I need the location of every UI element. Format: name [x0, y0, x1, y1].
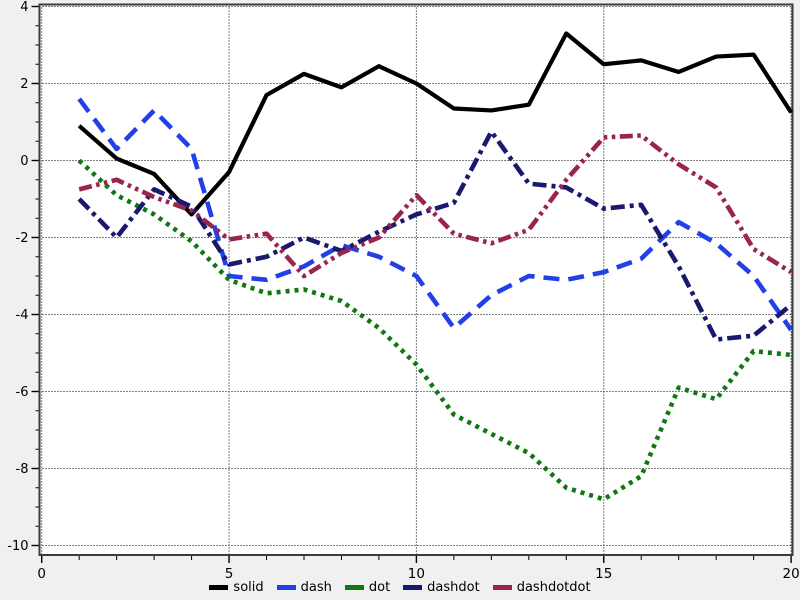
x-tick-label: 0 [37, 566, 46, 582]
legend-label: dashdotdot [516, 579, 591, 595]
y-tick-label: -6 [16, 385, 29, 400]
y-tick-label: 0 [20, 154, 28, 169]
legend: solid dash dot dashdot dashdotdot [0, 577, 800, 597]
y-tick-label: -2 [16, 231, 29, 246]
series-dashdot [77, 129, 793, 342]
series-dash [77, 97, 793, 332]
legend-label: solid [233, 579, 264, 595]
x-tick-label: 5 [225, 566, 234, 582]
legend-swatch-solid-icon [209, 584, 229, 590]
legend-label: dashdot [427, 579, 480, 595]
legend-item-solid: solid [209, 579, 264, 595]
y-tick-label: 4 [20, 0, 28, 15]
legend-label: dot [368, 579, 391, 595]
x-tick-label: 20 [783, 566, 800, 582]
plot-frame [38, 3, 794, 556]
y-tick-label: -10 [7, 539, 28, 554]
y-tick-label: -4 [16, 308, 29, 323]
plot-background [39, 4, 793, 555]
legend-swatch-dashdotdot-icon [492, 584, 512, 590]
x-tick-label: 15 [595, 566, 612, 582]
legend-item-dot: dot [344, 579, 391, 595]
legend-swatch-dashdot-icon [403, 584, 423, 590]
legend-item-dashdotdot: dashdotdot [492, 579, 591, 595]
x-tick-label: 10 [408, 566, 425, 582]
legend-swatch-dash-icon [276, 584, 296, 590]
series-solid [77, 31, 793, 217]
legend-swatch-dot-icon [344, 584, 364, 590]
y-tick-label: 2 [20, 77, 28, 92]
legend-label: dash [300, 579, 332, 595]
legend-item-dash: dash [276, 579, 332, 595]
legend-item-dashdot: dashdot [403, 580, 480, 595]
series-dashdotdot [78, 133, 793, 279]
y-tick-label: -8 [16, 462, 29, 477]
